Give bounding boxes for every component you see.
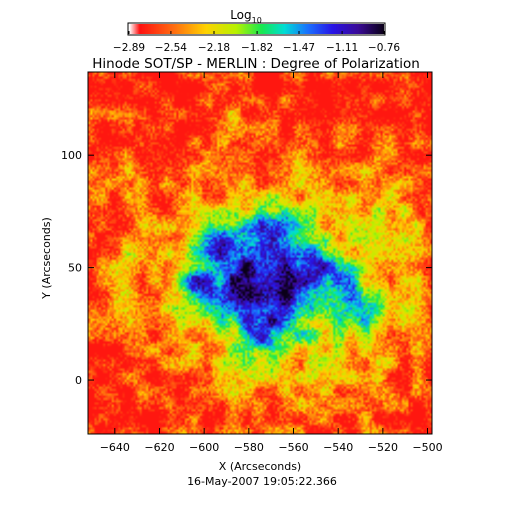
y-axis-ticks: 0 50 100 (61, 149, 432, 387)
colorbar-tick-label: −1.47 (283, 42, 315, 54)
y-tick-label: 0 (75, 374, 82, 387)
timestamp-label: 16-May-2007 19:05:22.366 (187, 475, 337, 488)
heatmap-image (88, 72, 432, 434)
y-tick-label: 50 (68, 262, 82, 275)
x-tick-label: −540 (323, 441, 353, 454)
colorbar-tick-label: −0.76 (368, 42, 400, 54)
x-tick-label: −580 (234, 441, 264, 454)
x-tick-label: −520 (368, 441, 398, 454)
colorbar-ticks: −2.89 −2.54 −2.18 −1.82 −1.47 −1.11 −0.76 (113, 31, 400, 54)
y-axis-label: Y (Arcseconds) (40, 217, 53, 300)
x-axis-label: X (Arcseconds) (219, 460, 301, 473)
colorbar: Log10 −2.89 −2.54 −2.18 −1.82 −1.47 −1.11 −0.7… (113, 8, 400, 54)
x-tick-label: −640 (100, 441, 130, 454)
colorbar-tick-label: −1.11 (326, 42, 358, 54)
x-tick-label: −600 (189, 441, 219, 454)
x-axis-ticks: −640 −620 −600 −580 −560 −540 −520 −500 (100, 72, 443, 454)
colorbar-tick-label: −2.18 (198, 42, 230, 54)
colorbar-gradient (129, 24, 384, 34)
chart-title: Hinode SOT/SP - MERLIN : Degree of Polar… (92, 56, 420, 72)
colorbar-tick-label: −2.89 (113, 42, 145, 54)
x-tick-label: −560 (278, 441, 308, 454)
y-tick-label: 100 (61, 149, 82, 162)
plot-frame (87, 71, 433, 435)
colorbar-title: Log10 (230, 8, 262, 25)
x-tick-label: −500 (412, 441, 442, 454)
x-tick-label: −620 (144, 441, 174, 454)
colorbar-frame (127, 22, 386, 36)
colorbar-tick-label: −1.82 (241, 42, 273, 54)
colorbar-tick-label: −2.54 (155, 42, 187, 54)
